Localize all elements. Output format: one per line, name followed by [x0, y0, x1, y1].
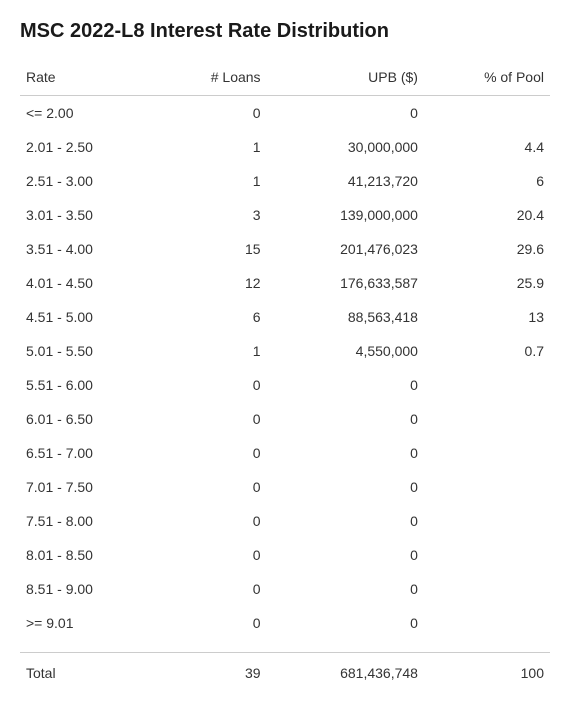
table-row: 5.51 - 6.0000: [20, 368, 550, 402]
cell-upb: 0: [267, 538, 424, 572]
table-row: >= 9.0100: [20, 606, 550, 640]
cell-rate: 6.51 - 7.00: [20, 436, 158, 470]
table-row: 8.01 - 8.5000: [20, 538, 550, 572]
cell-upb: 0: [267, 96, 424, 131]
cell-upb: 201,476,023: [267, 232, 424, 266]
cell-loans: 0: [158, 538, 266, 572]
cell-upb: 30,000,000: [267, 130, 424, 164]
cell-rate: <= 2.00: [20, 96, 158, 131]
cell-upb: 0: [267, 368, 424, 402]
cell-loans: 0: [158, 572, 266, 606]
cell-rate: >= 9.01: [20, 606, 158, 640]
col-header-loans: # Loans: [158, 61, 266, 96]
cell-pct: [424, 538, 550, 572]
cell-rate: 2.01 - 2.50: [20, 130, 158, 164]
cell-loans: 0: [158, 504, 266, 538]
table-row: 5.01 - 5.5014,550,0000.7: [20, 334, 550, 368]
cell-upb: 0: [267, 402, 424, 436]
table-total-row: Total 39 681,436,748 100: [20, 653, 550, 691]
cell-loans: 12: [158, 266, 266, 300]
cell-rate: 7.51 - 8.00: [20, 504, 158, 538]
cell-pct: 0.7: [424, 334, 550, 368]
cell-upb: 0: [267, 436, 424, 470]
cell-rate: 7.01 - 7.50: [20, 470, 158, 504]
cell-rate: 5.51 - 6.00: [20, 368, 158, 402]
table-row: 8.51 - 9.0000: [20, 572, 550, 606]
cell-upb: 0: [267, 606, 424, 640]
cell-loans: 15: [158, 232, 266, 266]
cell-loans: 1: [158, 164, 266, 198]
cell-rate: 8.01 - 8.50: [20, 538, 158, 572]
table-row: <= 2.0000: [20, 96, 550, 131]
cell-upb: 88,563,418: [267, 300, 424, 334]
table-row: 7.01 - 7.5000: [20, 470, 550, 504]
cell-loans: 1: [158, 130, 266, 164]
cell-rate: 5.01 - 5.50: [20, 334, 158, 368]
cell-pct: [424, 368, 550, 402]
cell-loans: 0: [158, 606, 266, 640]
cell-pct: [424, 96, 550, 131]
table-row: 6.51 - 7.0000: [20, 436, 550, 470]
cell-pct: [424, 436, 550, 470]
cell-upb: 4,550,000: [267, 334, 424, 368]
cell-upb: 41,213,720: [267, 164, 424, 198]
cell-upb: 0: [267, 470, 424, 504]
cell-upb: 0: [267, 504, 424, 538]
cell-rate: 6.01 - 6.50: [20, 402, 158, 436]
cell-loans: 3: [158, 198, 266, 232]
cell-loans: 0: [158, 368, 266, 402]
cell-pct: 29.6: [424, 232, 550, 266]
table-row: 2.01 - 2.50130,000,0004.4: [20, 130, 550, 164]
col-header-rate: Rate: [20, 61, 158, 96]
cell-upb: 0: [267, 572, 424, 606]
cell-upb: 176,633,587: [267, 266, 424, 300]
table-row: 6.01 - 6.5000: [20, 402, 550, 436]
cell-loans: 0: [158, 96, 266, 131]
total-upb: 681,436,748: [267, 653, 424, 691]
table-row: 7.51 - 8.0000: [20, 504, 550, 538]
table-header-row: Rate # Loans UPB ($) % of Pool: [20, 61, 550, 96]
table-row: 2.51 - 3.00141,213,7206: [20, 164, 550, 198]
cell-pct: 4.4: [424, 130, 550, 164]
cell-pct: [424, 606, 550, 640]
page-title: MSC 2022-L8 Interest Rate Distribution: [20, 20, 550, 43]
total-label: Total: [20, 653, 158, 691]
cell-pct: [424, 504, 550, 538]
cell-pct: [424, 470, 550, 504]
col-header-upb: UPB ($): [267, 61, 424, 96]
cell-rate: 3.01 - 3.50: [20, 198, 158, 232]
cell-loans: 1: [158, 334, 266, 368]
table-row: 4.51 - 5.00688,563,41813: [20, 300, 550, 334]
cell-pct: 13: [424, 300, 550, 334]
spacer-row: [20, 640, 550, 653]
table-row: 3.01 - 3.503139,000,00020.4: [20, 198, 550, 232]
cell-rate: 4.01 - 4.50: [20, 266, 158, 300]
cell-rate: 4.51 - 5.00: [20, 300, 158, 334]
cell-rate: 3.51 - 4.00: [20, 232, 158, 266]
cell-pct: 25.9: [424, 266, 550, 300]
cell-rate: 8.51 - 9.00: [20, 572, 158, 606]
cell-loans: 0: [158, 436, 266, 470]
cell-loans: 6: [158, 300, 266, 334]
cell-pct: [424, 402, 550, 436]
total-loans: 39: [158, 653, 266, 691]
table-row: 3.51 - 4.0015201,476,02329.6: [20, 232, 550, 266]
cell-pct: [424, 572, 550, 606]
total-pct: 100: [424, 653, 550, 691]
table-row: 4.01 - 4.5012176,633,58725.9: [20, 266, 550, 300]
col-header-pct: % of Pool: [424, 61, 550, 96]
cell-loans: 0: [158, 470, 266, 504]
cell-loans: 0: [158, 402, 266, 436]
cell-pct: 6: [424, 164, 550, 198]
rate-distribution-table: Rate # Loans UPB ($) % of Pool <= 2.0000…: [20, 61, 550, 690]
cell-pct: 20.4: [424, 198, 550, 232]
spacer-cell: [20, 640, 550, 653]
cell-rate: 2.51 - 3.00: [20, 164, 158, 198]
cell-upb: 139,000,000: [267, 198, 424, 232]
